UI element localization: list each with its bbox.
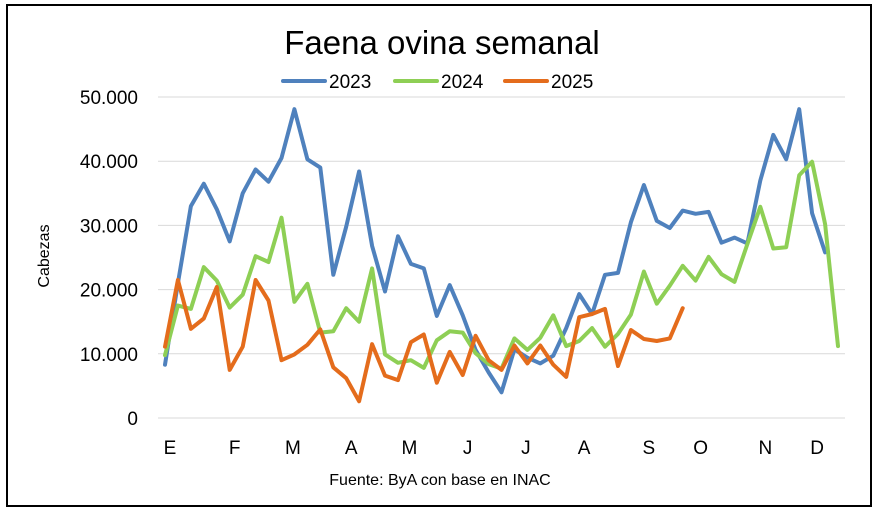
- x-tick-label: A: [345, 438, 358, 459]
- series-lines: [163, 107, 840, 404]
- legend-label-2023: 2023: [329, 72, 371, 93]
- x-tick-label: N: [758, 438, 772, 459]
- series-line-2025: [163, 278, 685, 404]
- y-tick-label: 0: [127, 409, 138, 430]
- x-tick-label: J: [463, 438, 473, 459]
- x-tick-label: M: [402, 438, 418, 459]
- y-tick-label: 50.000: [80, 88, 138, 109]
- source-note: Fuente: ByA con base en INAC: [329, 472, 550, 489]
- y-tick-label: 30.000: [80, 216, 138, 237]
- x-tick-label: E: [164, 438, 177, 459]
- x-tick-label: D: [810, 438, 824, 459]
- x-tick-label: A: [578, 438, 591, 459]
- legend-label-2025: 2025: [551, 72, 593, 93]
- x-tick-label: M: [285, 438, 301, 459]
- y-axis-ticks: 0 10.000 20.000 30.000 40.000 50.000: [80, 88, 138, 430]
- y-axis-label: Cabezas: [36, 224, 53, 287]
- y-tick-label: 20.000: [80, 281, 138, 302]
- legend: 2023 2024 2025: [281, 72, 593, 93]
- chart-frame: [6, 4, 872, 507]
- y-tick-label: 40.000: [80, 152, 138, 173]
- legend-label-2024: 2024: [441, 72, 484, 93]
- x-tick-label: S: [643, 438, 656, 459]
- x-tick-label: O: [693, 438, 708, 459]
- chart-title: Faena ovina semanal: [284, 24, 600, 61]
- gridlines: [158, 96, 845, 419]
- x-tick-label: F: [229, 438, 241, 459]
- x-tick-label: J: [521, 438, 531, 459]
- series-line-2023: [163, 107, 828, 395]
- series-line-2024: [163, 159, 840, 371]
- y-tick-label: 10.000: [80, 345, 138, 366]
